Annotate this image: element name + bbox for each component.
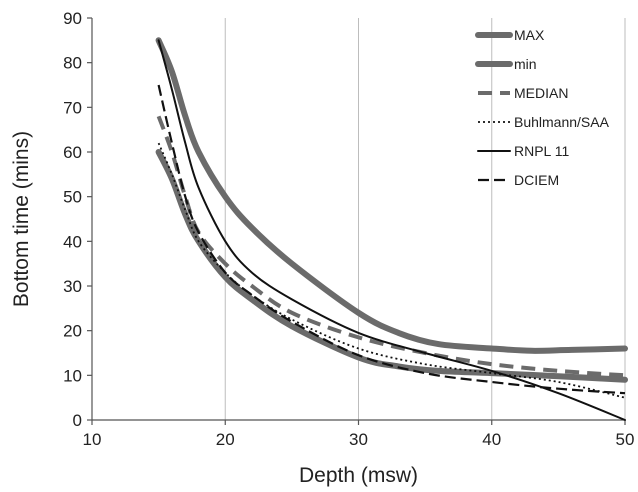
x-tick-label: 40 xyxy=(482,430,501,449)
axes xyxy=(87,17,626,425)
x-tick-label: 20 xyxy=(216,430,235,449)
y-tick-label: 70 xyxy=(63,98,82,117)
legend-label-buhlmann-saa: Buhlmann/SAA xyxy=(514,114,610,130)
legend-label-dciem: DCIEM xyxy=(514,172,559,188)
legend-label-median: MEDIAN xyxy=(514,85,568,101)
series-line-max xyxy=(155,37,628,354)
y-tick-label: 90 xyxy=(63,9,82,28)
x-tick-label: 10 xyxy=(83,430,102,449)
legend-label-max: MAX xyxy=(514,27,545,43)
y-tick-label: 30 xyxy=(63,277,82,296)
grid-lines xyxy=(224,18,626,420)
y-tick-label: 80 xyxy=(63,54,82,73)
y-tick-label: 60 xyxy=(63,143,82,162)
series-line-dciem xyxy=(157,84,626,395)
legend: MAX min MEDIAN Buhlmann/SAA RNPL 11 DCIEM xyxy=(475,27,610,188)
x-tick-label: 50 xyxy=(616,430,635,449)
series-line-rnpl-11 xyxy=(157,39,626,421)
y-tick-label: 40 xyxy=(63,232,82,251)
legend-label-rnpl-11: RNPL 11 xyxy=(514,143,569,159)
y-tick-label: 0 xyxy=(73,411,82,430)
y-tick-label: 20 xyxy=(63,322,82,341)
y-tick-label: 10 xyxy=(63,366,82,385)
legend-label-min: min xyxy=(514,56,537,72)
x-tick-label: 30 xyxy=(349,430,368,449)
y-tick-label: 50 xyxy=(63,188,82,207)
series-line-median xyxy=(156,115,626,378)
x-axis-title: Depth (msw) xyxy=(299,464,418,487)
series-layer xyxy=(155,37,628,421)
y-axis-title: Bottom time (mins) xyxy=(10,131,33,307)
